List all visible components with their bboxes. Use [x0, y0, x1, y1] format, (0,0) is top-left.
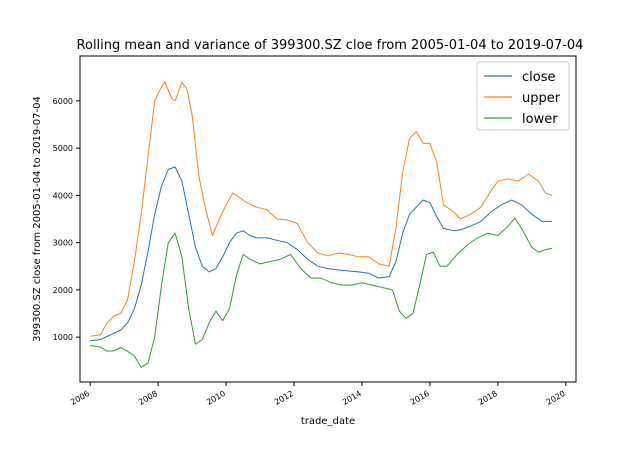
y-tick-label: 6000: [53, 97, 73, 106]
x-tick-label: 2014: [341, 389, 363, 407]
legend-label-close: close: [522, 70, 555, 85]
legend-label-upper: upper: [522, 91, 561, 106]
x-tick-label: 2006: [69, 389, 91, 407]
legend-label-lower: lower: [522, 112, 558, 127]
series-line-upper: [90, 81, 553, 337]
x-tick-label: 2010: [205, 389, 227, 407]
x-axis: 2006 2008 2010 2012 2014 2016 2018 2020: [69, 382, 567, 407]
y-tick-label: 3000: [53, 239, 73, 248]
plot-frame: [79, 55, 577, 383]
y-tick-label: 2000: [53, 286, 73, 295]
series-line-lower: [90, 217, 553, 368]
x-tick-label: 2008: [137, 389, 159, 407]
legend-box: [476, 61, 570, 131]
y-tick-label: 1000: [53, 333, 73, 342]
series-line-close: [90, 166, 553, 342]
y-axis: 1000 2000 3000 4000 5000 6000: [53, 97, 80, 342]
x-tick-label: 2012: [273, 389, 295, 407]
x-tick-label: 2018: [477, 389, 499, 407]
y-tick-label: 5000: [53, 144, 73, 153]
legend: close upper lower: [476, 61, 570, 131]
x-axis-label: trade_date: [301, 416, 355, 427]
x-tick-label: 2016: [409, 389, 431, 407]
legend-items: close upper lower: [484, 70, 561, 127]
chart-title: Rolling mean and variance of 399300.SZ c…: [77, 38, 584, 53]
plot-lines: [90, 81, 553, 368]
x-tick-label: 2020: [545, 389, 567, 407]
y-axis-label: 399300.SZ close from 2005-01-04 to 2019-…: [32, 96, 43, 342]
y-tick-label: 4000: [53, 191, 73, 200]
